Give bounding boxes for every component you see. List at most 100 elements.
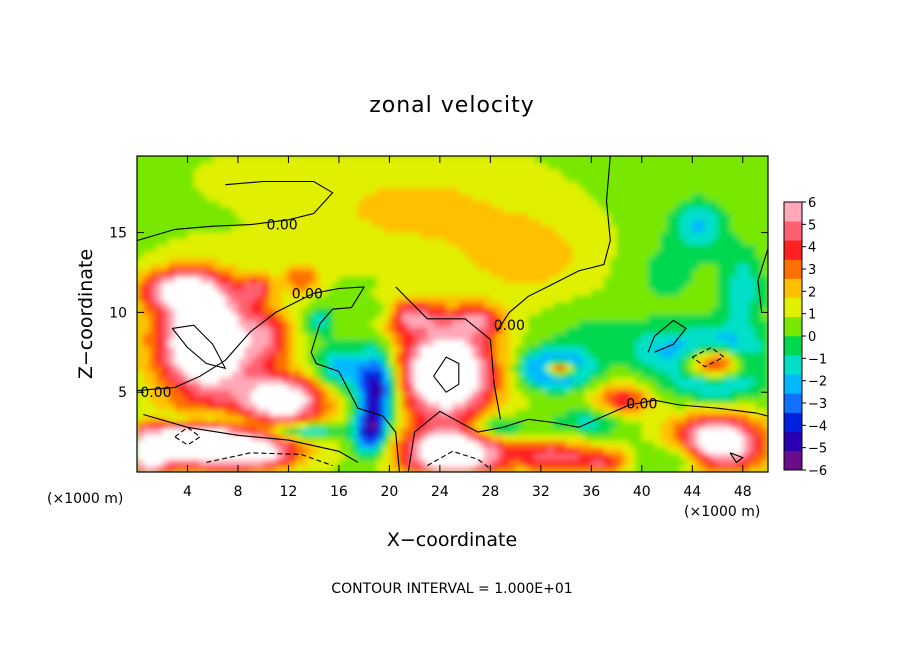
heatmap-cell <box>667 396 674 404</box>
heatmap-cell <box>755 276 763 283</box>
heatmap-cell <box>263 440 271 448</box>
heatmap-cell <box>597 434 605 441</box>
heatmap-cell <box>395 231 403 239</box>
heatmap-cell <box>471 465 479 472</box>
heatmap-cell <box>654 295 662 302</box>
heatmap-cell <box>654 396 662 404</box>
heatmap-cell <box>603 200 611 208</box>
heatmap-cell <box>559 250 567 258</box>
heatmap-cell <box>364 396 372 404</box>
heatmap-cell <box>553 370 561 378</box>
heatmap-cell <box>673 168 681 176</box>
heatmap-cell <box>269 396 277 404</box>
heatmap-cell <box>181 389 189 397</box>
heatmap-cell <box>395 402 403 410</box>
heatmap-cell <box>275 212 283 220</box>
heatmap-cell <box>282 465 290 472</box>
heatmap-cell <box>711 383 719 391</box>
heatmap-cell <box>439 446 447 454</box>
heatmap-cell <box>521 156 529 163</box>
heatmap-cell <box>294 326 302 334</box>
heatmap-cell <box>149 440 157 448</box>
heatmap-cell <box>395 288 403 296</box>
heatmap-cell <box>237 320 245 328</box>
heatmap-cell <box>168 193 176 201</box>
heatmap-cell <box>465 282 473 290</box>
heatmap-cell <box>490 276 498 283</box>
heatmap-cell <box>420 193 428 201</box>
heatmap-cell <box>326 421 334 429</box>
heatmap-cell <box>667 402 674 410</box>
heatmap-cell <box>181 440 189 448</box>
heatmap-cell <box>256 187 264 195</box>
heatmap-cell <box>660 389 668 397</box>
heatmap-cell <box>143 465 151 472</box>
heatmap-cell <box>685 421 693 429</box>
heatmap-cell <box>528 465 536 472</box>
heatmap-cell <box>332 257 340 265</box>
heatmap-cell <box>610 465 618 472</box>
heatmap-cell <box>585 383 592 391</box>
heatmap-cell <box>547 307 555 315</box>
heatmap-cell <box>515 263 523 271</box>
heatmap-cell <box>420 206 428 214</box>
heatmap-cell <box>547 193 555 201</box>
heatmap-cell <box>742 295 750 302</box>
heatmap-cell <box>559 408 567 416</box>
heatmap-cell <box>566 250 573 258</box>
heatmap-cell <box>471 181 479 189</box>
heatmap-cell <box>174 396 182 404</box>
heatmap-cell <box>717 162 725 170</box>
heatmap-cell <box>566 345 573 353</box>
heatmap-cell <box>433 156 441 163</box>
heatmap-cell <box>143 440 151 448</box>
heatmap-cell <box>704 377 712 385</box>
heatmap-cell <box>509 187 517 195</box>
heatmap-cell <box>736 358 744 366</box>
heatmap-cell <box>704 238 712 246</box>
heatmap-cell <box>528 174 536 182</box>
heatmap-cell <box>143 332 151 340</box>
heatmap-cell <box>351 465 359 472</box>
heatmap-cell <box>389 282 397 290</box>
heatmap-cell <box>256 345 264 353</box>
heatmap-cell <box>635 200 643 208</box>
heatmap-cell <box>250 332 258 340</box>
heatmap-cell <box>471 301 479 309</box>
heatmap-cell <box>250 446 258 454</box>
heatmap-cell <box>755 187 763 195</box>
heatmap-cell <box>528 408 536 416</box>
heatmap-cell <box>225 276 233 283</box>
heatmap-cell <box>389 383 397 391</box>
heatmap-cell <box>319 358 327 366</box>
heatmap-cell <box>603 231 611 239</box>
heatmap-cell <box>635 332 643 340</box>
heatmap-cell <box>200 307 208 315</box>
heatmap-cell <box>490 156 498 163</box>
heatmap-cell <box>193 453 201 460</box>
heatmap-cell <box>338 212 346 220</box>
heatmap-cell <box>420 326 428 334</box>
heatmap-cell <box>332 339 340 347</box>
heatmap-cell <box>275 263 283 271</box>
heatmap-cell <box>288 339 296 347</box>
heatmap-cell <box>591 212 599 220</box>
heatmap-cell <box>641 383 649 391</box>
heatmap-cell <box>326 434 334 441</box>
heatmap-cell <box>181 383 189 391</box>
heatmap-cell <box>364 358 372 366</box>
heatmap-cell <box>622 288 630 296</box>
heatmap-cell <box>237 225 245 233</box>
heatmap-cell <box>313 156 321 163</box>
heatmap-cell <box>395 181 403 189</box>
heatmap-cell <box>383 465 390 472</box>
heatmap-cell <box>326 383 334 391</box>
heatmap-cell <box>509 257 517 265</box>
heatmap-cell <box>219 415 226 423</box>
heatmap-cell <box>547 326 555 334</box>
heatmap-cell <box>376 339 384 347</box>
heatmap-cell <box>263 212 271 220</box>
heatmap-cell <box>698 257 706 265</box>
heatmap-cell <box>383 370 390 378</box>
heatmap-cell <box>742 465 750 472</box>
